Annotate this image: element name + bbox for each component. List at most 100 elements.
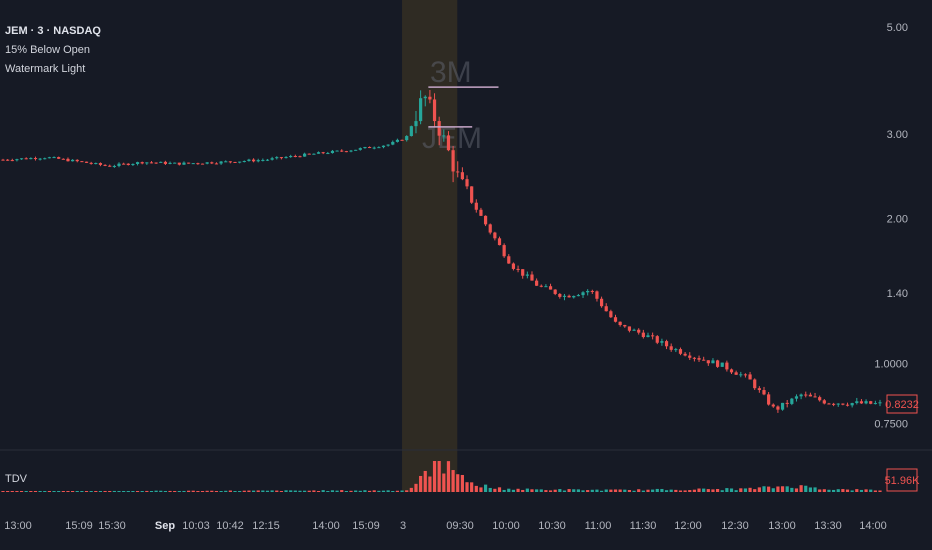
candle: [664, 339, 669, 350]
candle: [683, 351, 687, 357]
indicator-watermark-light[interactable]: Watermark Light: [5, 63, 86, 75]
candle: [1, 158, 5, 161]
price-axis: 5.00 3.00 2.00 1.40 1.0000 0.7500: [874, 22, 908, 430]
candle: [790, 397, 794, 406]
candle-body: [214, 163, 219, 165]
candle: [502, 243, 506, 258]
volume-bar: [423, 470, 427, 492]
candle: [613, 314, 618, 323]
candle-body: [539, 285, 543, 287]
volume-bar: [187, 490, 191, 492]
candle: [497, 236, 502, 246]
candle-body: [841, 403, 845, 405]
candle: [326, 151, 330, 155]
price-axis-tick: 5.00: [887, 22, 908, 34]
candle: [818, 395, 822, 402]
candle: [52, 156, 56, 159]
volume-bar: [794, 488, 799, 492]
candle-body: [168, 162, 172, 164]
candle: [122, 162, 126, 165]
volume-bar: [734, 490, 738, 492]
candle: [715, 359, 720, 368]
candle: [312, 153, 316, 155]
candle: [103, 164, 107, 167]
candle: [409, 125, 413, 137]
candle: [140, 161, 144, 165]
candle: [354, 149, 358, 151]
last-price-box: [886, 394, 918, 414]
candle: [544, 284, 548, 288]
time-axis-tick: 14:00: [859, 520, 887, 532]
volume-bar: [75, 491, 79, 492]
volume-bar: [126, 491, 130, 492]
candle-body: [790, 398, 794, 404]
candle-body: [641, 332, 645, 338]
candle: [256, 158, 260, 163]
candle-body: [581, 292, 585, 296]
price-axis-tick: 1.0000: [874, 358, 908, 370]
volume-bar: [163, 491, 168, 492]
volume-pane-label[interactable]: TDV: [5, 473, 27, 485]
candle-body: [108, 165, 112, 167]
volume-bar: [767, 486, 771, 492]
candle: [845, 402, 850, 407]
volume-bar: [131, 491, 135, 492]
volume-bar: [818, 489, 822, 492]
volume-bar: [159, 490, 163, 492]
volume-bar: [790, 487, 794, 492]
candle: [748, 371, 752, 380]
candle: [386, 144, 390, 147]
candle-body: [442, 135, 446, 137]
candle-body: [808, 394, 812, 397]
candle: [29, 157, 33, 160]
volume-bar: [799, 485, 803, 492]
volume-bar: [19, 491, 24, 492]
volume-bar: [386, 490, 390, 492]
volume-bar: [210, 490, 214, 492]
candle: [576, 293, 580, 297]
candle-body: [507, 256, 511, 264]
candle-body: [173, 162, 177, 164]
candle: [177, 162, 181, 166]
volume-bar: [525, 488, 529, 492]
candle-body: [66, 158, 70, 162]
indicator-15-below-open[interactable]: 15% Below Open: [5, 44, 90, 56]
candle-body: [456, 171, 460, 173]
candle-body: [256, 160, 260, 162]
candle: [219, 160, 223, 165]
volume-bar: [381, 490, 386, 492]
volume-bar: [507, 488, 511, 492]
candle-body: [743, 374, 748, 376]
candle: [38, 157, 42, 161]
candle: [149, 161, 154, 164]
candle: [377, 146, 381, 149]
candle: [827, 402, 831, 405]
candles: [1, 89, 882, 413]
candle-body: [613, 317, 618, 322]
candle-body: [767, 394, 771, 405]
volume-bar: [214, 491, 219, 492]
volume-bar: [247, 490, 251, 492]
candle: [521, 269, 525, 279]
candle: [135, 161, 140, 166]
volume-value-box: [886, 468, 918, 492]
candle-body: [558, 293, 562, 297]
candle-body: [609, 311, 613, 318]
volume-bar: [228, 490, 232, 492]
volume-bar: [729, 488, 734, 492]
symbol-title[interactable]: JEM · 3 · NASDAQ: [5, 25, 101, 37]
volume-bar: [391, 491, 395, 492]
candle: [265, 158, 270, 162]
volume-bar: [340, 490, 344, 492]
candle: [173, 162, 177, 164]
candle: [831, 402, 836, 407]
volume-bar: [613, 489, 618, 492]
volume-bar: [595, 489, 599, 492]
candle-body: [479, 209, 483, 216]
volume-bar: [326, 491, 330, 492]
volume-bar: [581, 490, 585, 492]
candle: [242, 160, 246, 163]
volume-bar: [493, 488, 497, 492]
volume-bar: [692, 489, 696, 492]
